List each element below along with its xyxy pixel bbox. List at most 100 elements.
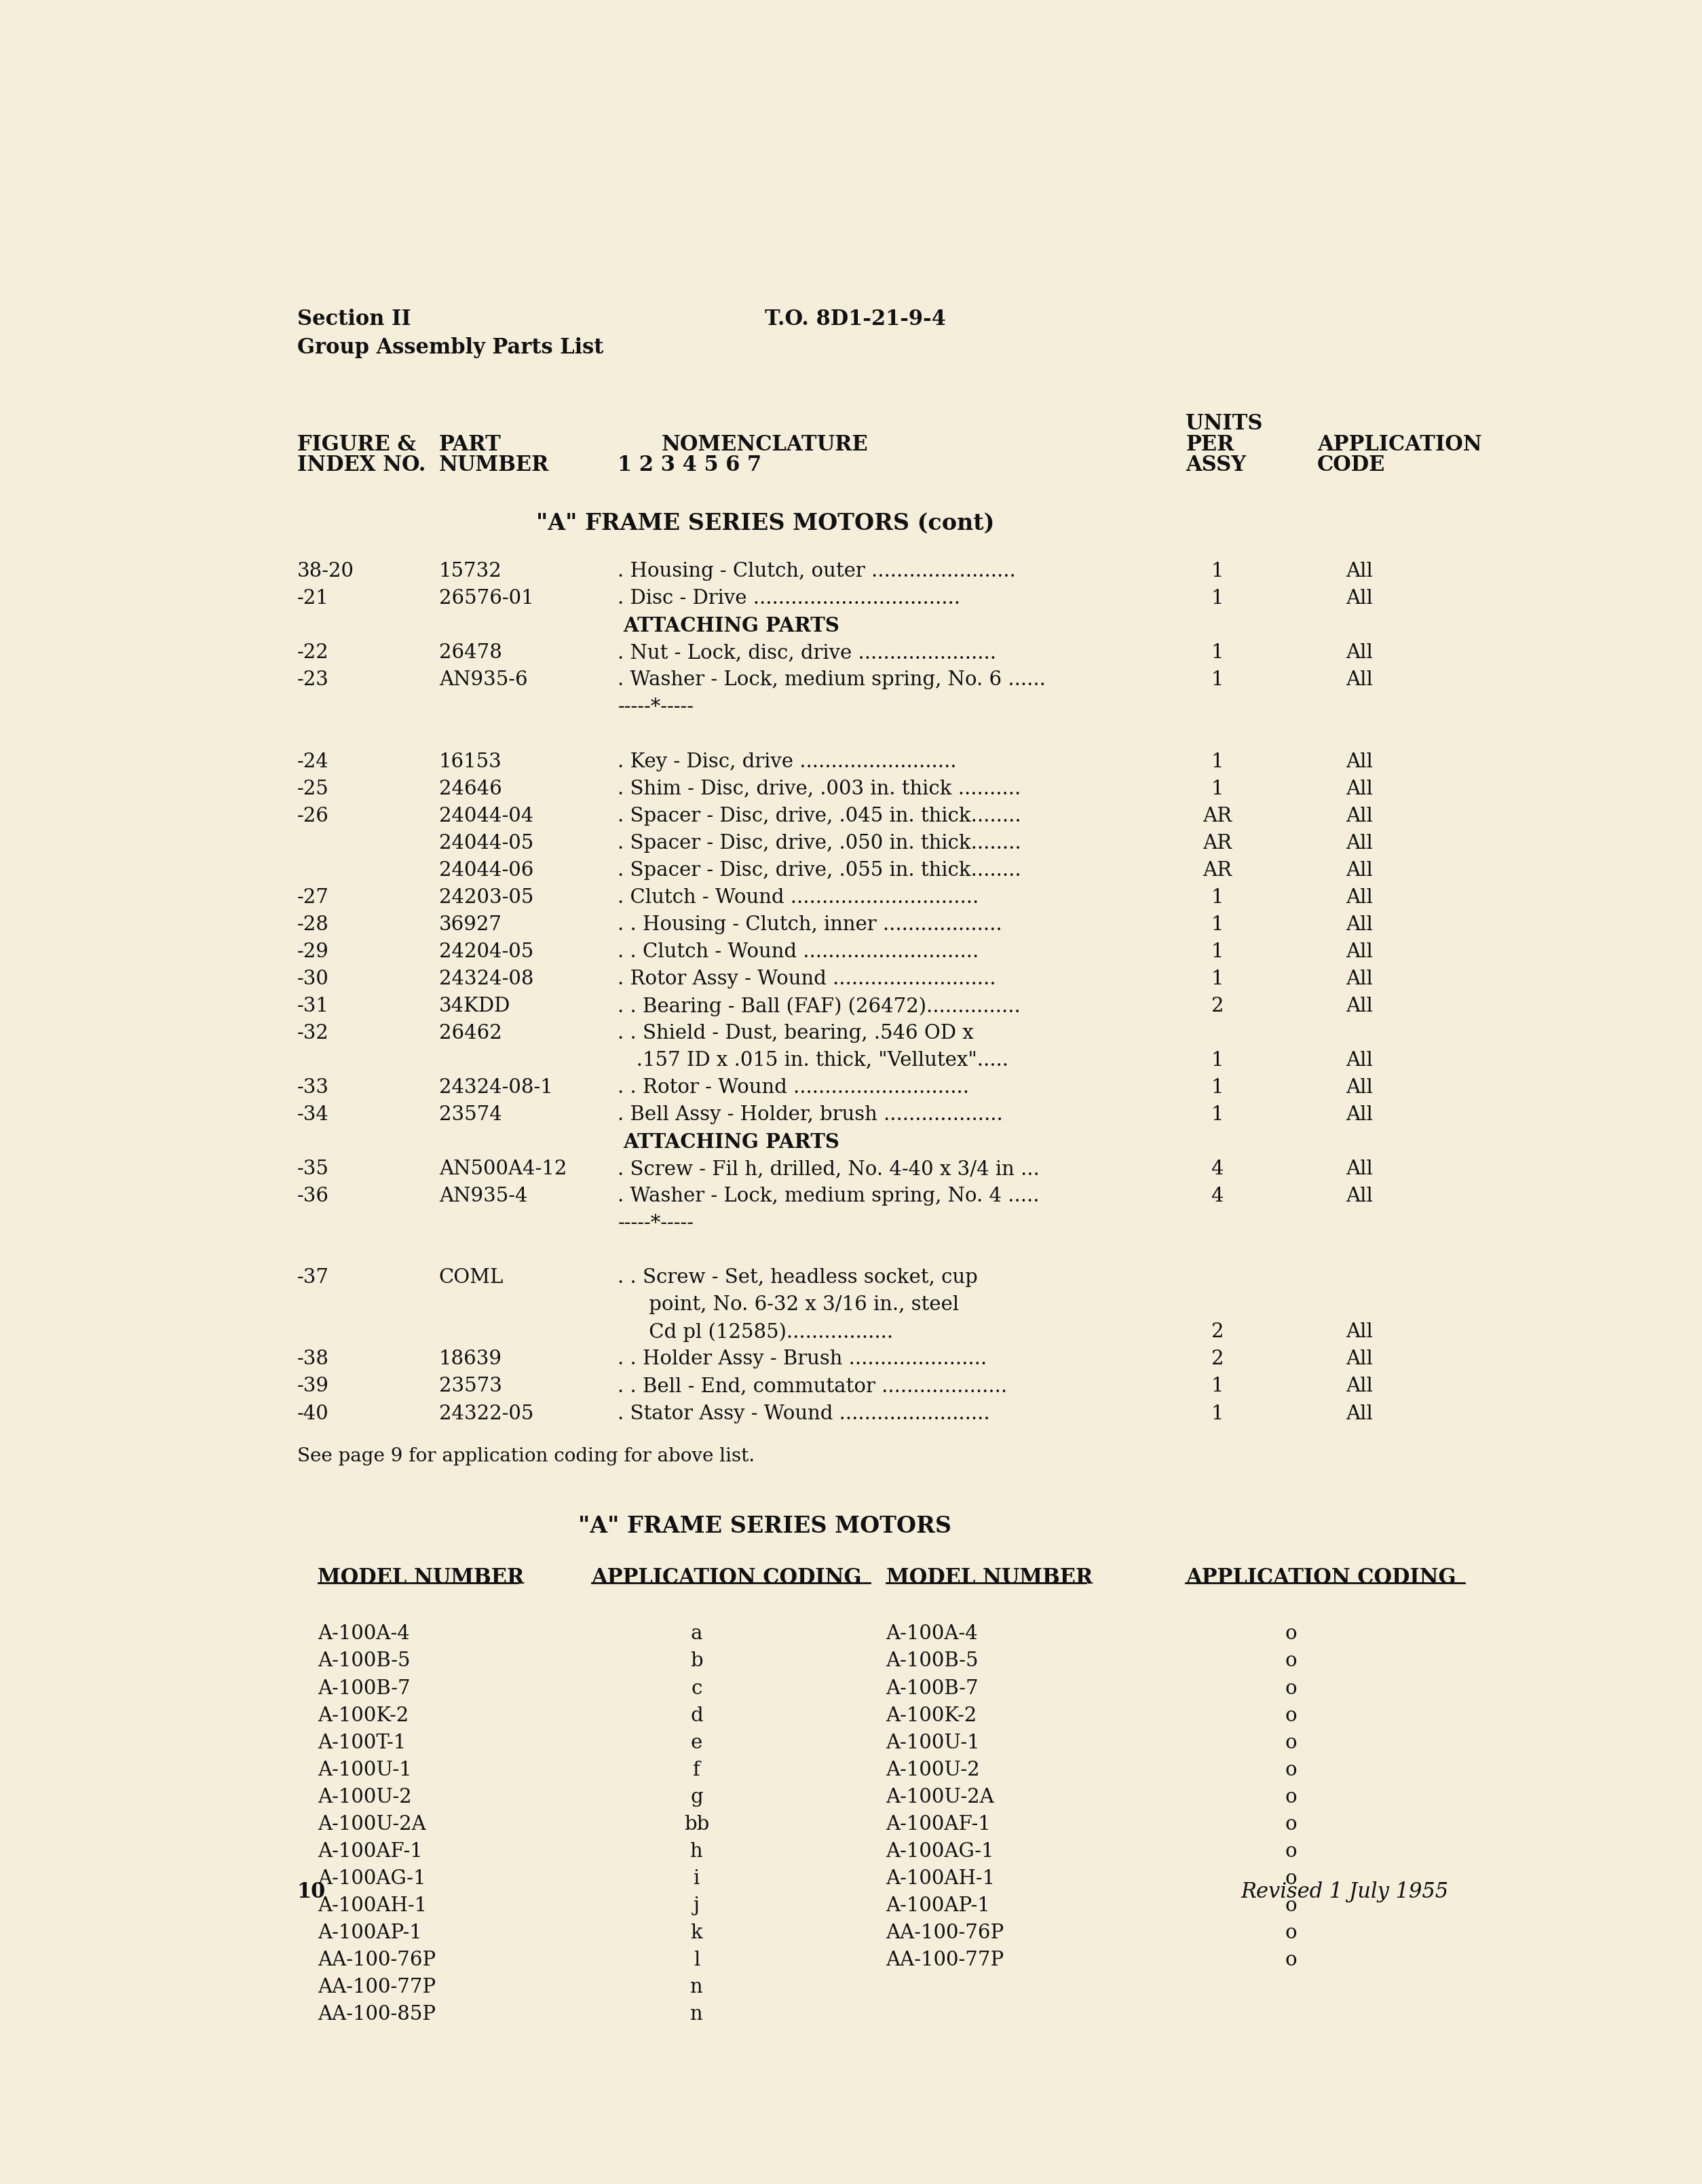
Text: FIGURE &: FIGURE & <box>296 435 415 454</box>
Text: a: a <box>691 1625 703 1645</box>
Text: A-100A-4: A-100A-4 <box>318 1625 410 1645</box>
Text: b: b <box>691 1651 703 1671</box>
Text: "A" FRAME SERIES MOTORS (cont): "A" FRAME SERIES MOTORS (cont) <box>536 513 994 535</box>
Text: . . Shield - Dust, bearing, .546 OD x: . . Shield - Dust, bearing, .546 OD x <box>618 1024 974 1042</box>
Text: -33: -33 <box>296 1079 328 1096</box>
Text: All: All <box>1346 1105 1374 1125</box>
Text: 24044-05: 24044-05 <box>439 834 533 852</box>
Text: A-100U-2: A-100U-2 <box>887 1760 980 1780</box>
Text: APPLICATION CODING: APPLICATION CODING <box>1186 1568 1457 1588</box>
Text: AR: AR <box>1203 806 1232 826</box>
Text: 1: 1 <box>1212 644 1224 662</box>
Text: l: l <box>693 1950 700 1970</box>
Text: AN935-6: AN935-6 <box>439 670 528 690</box>
Text: o: o <box>1285 1787 1297 1806</box>
Text: All: All <box>1346 834 1374 852</box>
Text: A-100AH-1: A-100AH-1 <box>318 1896 427 1915</box>
Text: A-100B-5: A-100B-5 <box>318 1651 410 1671</box>
Text: -28: -28 <box>296 915 328 935</box>
Text: All: All <box>1346 561 1374 581</box>
Text: 15732: 15732 <box>439 561 502 581</box>
Text: MODEL NUMBER: MODEL NUMBER <box>318 1568 524 1588</box>
Text: -40: -40 <box>296 1404 328 1424</box>
Text: 24324-08: 24324-08 <box>439 970 533 989</box>
Text: 1: 1 <box>1212 590 1224 607</box>
Text: 2: 2 <box>1212 1350 1224 1369</box>
Text: n: n <box>691 2005 703 2025</box>
Text: A-100B-7: A-100B-7 <box>318 1679 410 1697</box>
Text: ASSY: ASSY <box>1186 454 1246 476</box>
Text: AN500A4-12: AN500A4-12 <box>439 1160 567 1179</box>
Text: . . Rotor - Wound ............................: . . Rotor - Wound ......................… <box>618 1079 968 1096</box>
Text: UNITS: UNITS <box>1186 413 1263 435</box>
Text: 4: 4 <box>1212 1186 1224 1206</box>
Text: n: n <box>691 1979 703 1996</box>
Text: A-100A-4: A-100A-4 <box>887 1625 979 1645</box>
Text: -29: -29 <box>296 941 328 961</box>
Text: 1: 1 <box>1212 970 1224 989</box>
Text: 24646: 24646 <box>439 780 502 799</box>
Text: AN935-4: AN935-4 <box>439 1186 528 1206</box>
Text: . Clutch - Wound ..............................: . Clutch - Wound .......................… <box>618 889 979 906</box>
Text: Group Assembly Parts List: Group Assembly Parts List <box>296 336 603 358</box>
Text: c: c <box>691 1679 703 1697</box>
Text: All: All <box>1346 941 1374 961</box>
Text: . Key - Disc, drive .........................: . Key - Disc, drive ....................… <box>618 751 957 771</box>
Text: All: All <box>1346 1404 1374 1424</box>
Text: 1: 1 <box>1212 1376 1224 1396</box>
Text: 1 2 3 4 5 6 7: 1 2 3 4 5 6 7 <box>618 454 762 476</box>
Text: . Housing - Clutch, outer .......................: . Housing - Clutch, outer ..............… <box>618 561 1016 581</box>
Text: . Spacer - Disc, drive, .045 in. thick........: . Spacer - Disc, drive, .045 in. thick..… <box>618 806 1021 826</box>
Text: 26478: 26478 <box>439 644 502 662</box>
Text: -26: -26 <box>296 806 328 826</box>
Text: 26576-01: 26576-01 <box>439 590 534 607</box>
Text: o: o <box>1285 1870 1297 1887</box>
Text: A-100AG-1: A-100AG-1 <box>318 1870 426 1887</box>
Text: j: j <box>693 1896 700 1915</box>
Text: 1: 1 <box>1212 751 1224 771</box>
Text: . . Housing - Clutch, inner ...................: . . Housing - Clutch, inner ............… <box>618 915 1002 935</box>
Text: o: o <box>1285 1679 1297 1697</box>
Text: 38-20: 38-20 <box>296 561 354 581</box>
Text: A-100U-2A: A-100U-2A <box>887 1787 994 1806</box>
Text: -34: -34 <box>296 1105 328 1125</box>
Text: o: o <box>1285 1706 1297 1725</box>
Text: -38: -38 <box>296 1350 328 1369</box>
Text: AA-100-77P: AA-100-77P <box>887 1950 1004 1970</box>
Text: -32: -32 <box>296 1024 328 1042</box>
Text: -24: -24 <box>296 751 328 771</box>
Text: All: All <box>1346 1160 1374 1179</box>
Text: AA-100-76P: AA-100-76P <box>318 1950 436 1970</box>
Text: 24204-05: 24204-05 <box>439 941 533 961</box>
Text: . Rotor Assy - Wound ..........................: . Rotor Assy - Wound ...................… <box>618 970 996 989</box>
Text: . Shim - Disc, drive, .003 in. thick ..........: . Shim - Disc, drive, .003 in. thick ...… <box>618 780 1021 799</box>
Text: All: All <box>1346 1051 1374 1070</box>
Text: f: f <box>693 1760 700 1780</box>
Text: NUMBER: NUMBER <box>439 454 550 476</box>
Text: All: All <box>1346 915 1374 935</box>
Text: . Disc - Drive .................................: . Disc - Drive .........................… <box>618 590 960 607</box>
Text: 1: 1 <box>1212 941 1224 961</box>
Text: o: o <box>1285 1924 1297 1942</box>
Text: . Spacer - Disc, drive, .055 in. thick........: . Spacer - Disc, drive, .055 in. thick..… <box>618 860 1021 880</box>
Text: .157 ID x .015 in. thick, "Vellutex".....: .157 ID x .015 in. thick, "Vellutex"....… <box>618 1051 1009 1070</box>
Text: i: i <box>693 1870 700 1887</box>
Text: 4: 4 <box>1212 1160 1224 1179</box>
Text: point, No. 6-32 x 3/16 in., steel: point, No. 6-32 x 3/16 in., steel <box>618 1295 960 1315</box>
Text: 1: 1 <box>1212 670 1224 690</box>
Text: -31: -31 <box>296 996 328 1016</box>
Text: 2: 2 <box>1212 996 1224 1016</box>
Text: -21: -21 <box>296 590 328 607</box>
Text: o: o <box>1285 1760 1297 1780</box>
Text: 1: 1 <box>1212 889 1224 906</box>
Text: . Bell Assy - Holder, brush ...................: . Bell Assy - Holder, brush ............… <box>618 1105 1002 1125</box>
Text: . . Screw - Set, headless socket, cup: . . Screw - Set, headless socket, cup <box>618 1269 979 1286</box>
Text: d: d <box>691 1706 703 1725</box>
Text: All: All <box>1346 996 1374 1016</box>
Text: 1: 1 <box>1212 1105 1224 1125</box>
Text: All: All <box>1346 1324 1374 1341</box>
Text: -----*-----: -----*----- <box>618 697 694 716</box>
Text: A-100B-5: A-100B-5 <box>887 1651 979 1671</box>
Text: PER: PER <box>1186 435 1234 454</box>
Text: g: g <box>691 1787 703 1806</box>
